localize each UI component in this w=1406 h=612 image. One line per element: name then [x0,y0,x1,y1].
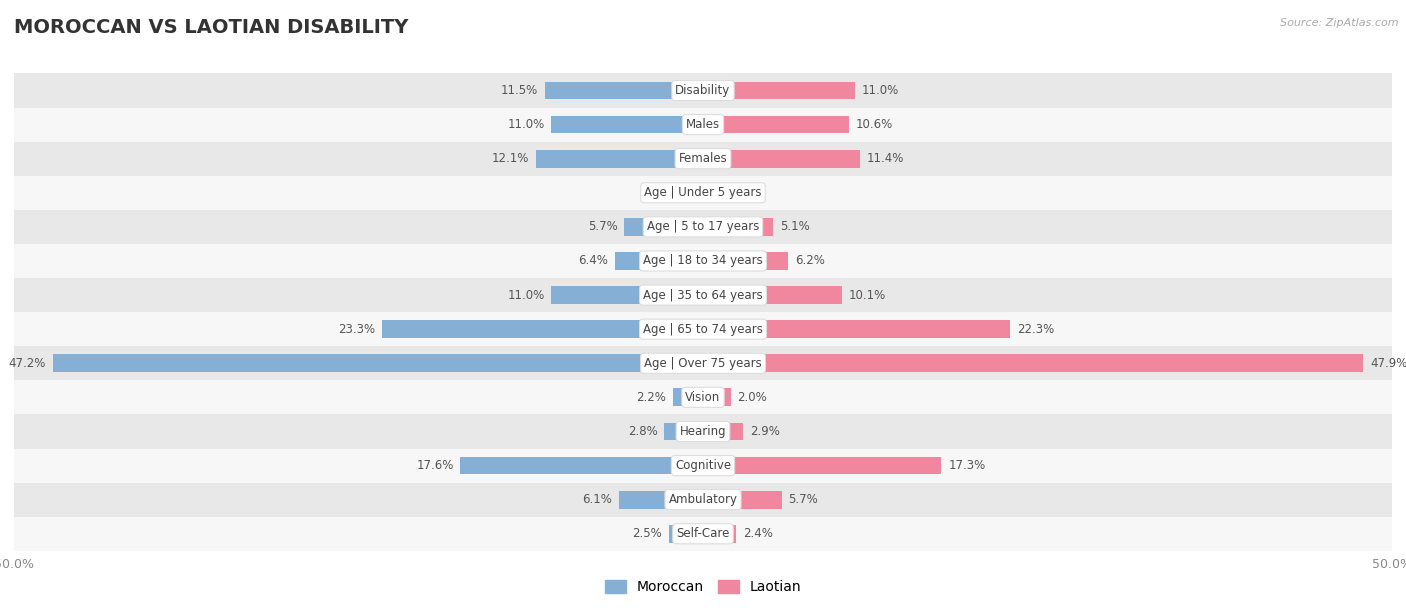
Text: 2.4%: 2.4% [742,528,773,540]
Bar [14,278,1392,312]
Text: 1.2%: 1.2% [727,186,756,200]
Text: 11.4%: 11.4% [868,152,904,165]
Bar [686,184,703,201]
Text: Males: Males [686,118,720,131]
Text: 2.8%: 2.8% [628,425,658,438]
Text: MOROCCAN VS LAOTIAN DISABILITY: MOROCCAN VS LAOTIAN DISABILITY [14,18,408,37]
Bar [14,141,1392,176]
Text: Age | Over 75 years: Age | Over 75 years [644,357,762,370]
Text: Disability: Disability [675,84,731,97]
Text: Age | Under 5 years: Age | Under 5 years [644,186,762,200]
Bar [536,150,703,168]
Text: 5.7%: 5.7% [588,220,617,233]
Bar [461,457,703,474]
Text: 23.3%: 23.3% [337,323,375,335]
Text: 6.1%: 6.1% [582,493,612,506]
Text: Age | 35 to 64 years: Age | 35 to 64 years [643,289,763,302]
Bar [14,73,1392,108]
Bar [14,210,1392,244]
Text: Vision: Vision [685,391,721,404]
Bar [672,389,703,406]
Text: 11.0%: 11.0% [862,84,898,97]
Text: 2.0%: 2.0% [738,391,768,404]
Bar [703,320,1011,338]
Bar [703,389,731,406]
Bar [14,176,1392,210]
Text: Hearing: Hearing [679,425,727,438]
Bar [703,81,855,99]
Bar [14,449,1392,483]
Text: 2.5%: 2.5% [631,528,662,540]
Bar [551,286,703,304]
Bar [703,457,942,474]
Bar [14,380,1392,414]
Bar [703,525,737,543]
Text: 47.9%: 47.9% [1369,357,1406,370]
Bar [551,116,703,133]
Bar [544,81,703,99]
Text: Age | 5 to 17 years: Age | 5 to 17 years [647,220,759,233]
Bar [14,244,1392,278]
Text: 12.1%: 12.1% [492,152,530,165]
Text: Cognitive: Cognitive [675,459,731,472]
Bar [14,346,1392,380]
Text: Source: ZipAtlas.com: Source: ZipAtlas.com [1281,18,1399,28]
Text: 10.6%: 10.6% [856,118,893,131]
Bar [14,312,1392,346]
Bar [703,116,849,133]
Text: 17.6%: 17.6% [416,459,454,472]
Bar [703,184,720,201]
Bar [703,252,789,270]
Bar [382,320,703,338]
Bar [619,491,703,509]
Bar [14,483,1392,517]
Text: 10.1%: 10.1% [849,289,886,302]
Bar [14,517,1392,551]
Text: Females: Females [679,152,727,165]
Legend: Moroccan, Laotian: Moroccan, Laotian [598,573,808,601]
Text: 11.5%: 11.5% [501,84,537,97]
Text: 6.4%: 6.4% [578,255,607,267]
Bar [703,286,842,304]
Bar [614,252,703,270]
Text: 11.0%: 11.0% [508,289,544,302]
Bar [624,218,703,236]
Text: 17.3%: 17.3% [948,459,986,472]
Bar [665,423,703,440]
Bar [52,354,703,372]
Bar [14,108,1392,141]
Text: 5.1%: 5.1% [780,220,810,233]
Text: Age | 65 to 74 years: Age | 65 to 74 years [643,323,763,335]
Bar [14,414,1392,449]
Bar [703,150,860,168]
Bar [703,491,782,509]
Text: 2.9%: 2.9% [749,425,780,438]
Text: 1.2%: 1.2% [650,186,679,200]
Bar [669,525,703,543]
Bar [703,423,742,440]
Text: 5.7%: 5.7% [789,493,818,506]
Text: 22.3%: 22.3% [1017,323,1054,335]
Text: 47.2%: 47.2% [8,357,46,370]
Bar [703,354,1362,372]
Text: 6.2%: 6.2% [796,255,825,267]
Text: Ambulatory: Ambulatory [668,493,738,506]
Bar [703,218,773,236]
Text: 11.0%: 11.0% [508,118,544,131]
Text: 2.2%: 2.2% [636,391,666,404]
Text: Self-Care: Self-Care [676,528,730,540]
Text: Age | 18 to 34 years: Age | 18 to 34 years [643,255,763,267]
